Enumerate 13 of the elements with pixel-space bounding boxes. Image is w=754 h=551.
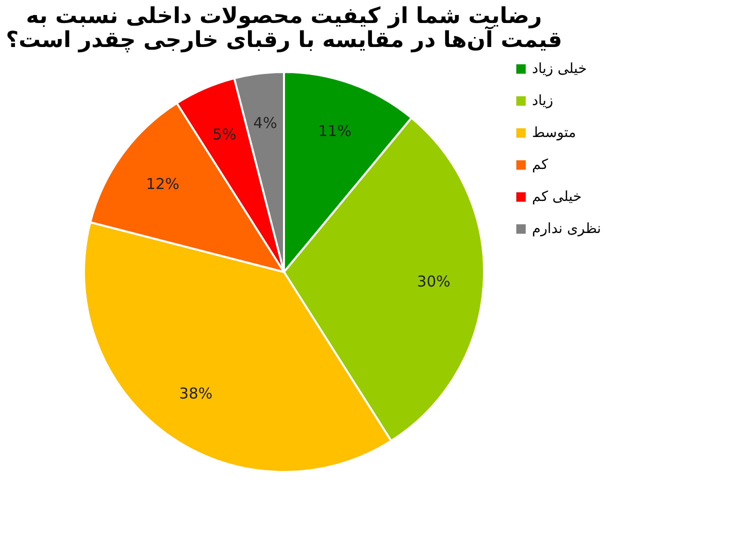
data-label: 4% [253,114,278,132]
data-label: 12% [146,174,180,193]
legend-label: زیاد [532,93,554,109]
legend-label: خیلی کم [532,189,582,205]
legend-label: متوسط [532,125,576,141]
chart-title: رضایت شما از کیفیت محصولات داخلی نسبت به قیمت آن‌ها در مقایسه با رقبای خارجی چقدر است؟ [6,4,562,53]
data-label: 38% [179,384,213,402]
legend-label: کم [532,157,548,173]
data-label: 5% [212,125,236,144]
legend-label: خیلی زیاد [532,61,587,77]
legend-label: نظری ندارم [532,221,602,237]
data-label: 30% [417,272,450,290]
data-label: 11% [318,122,352,140]
